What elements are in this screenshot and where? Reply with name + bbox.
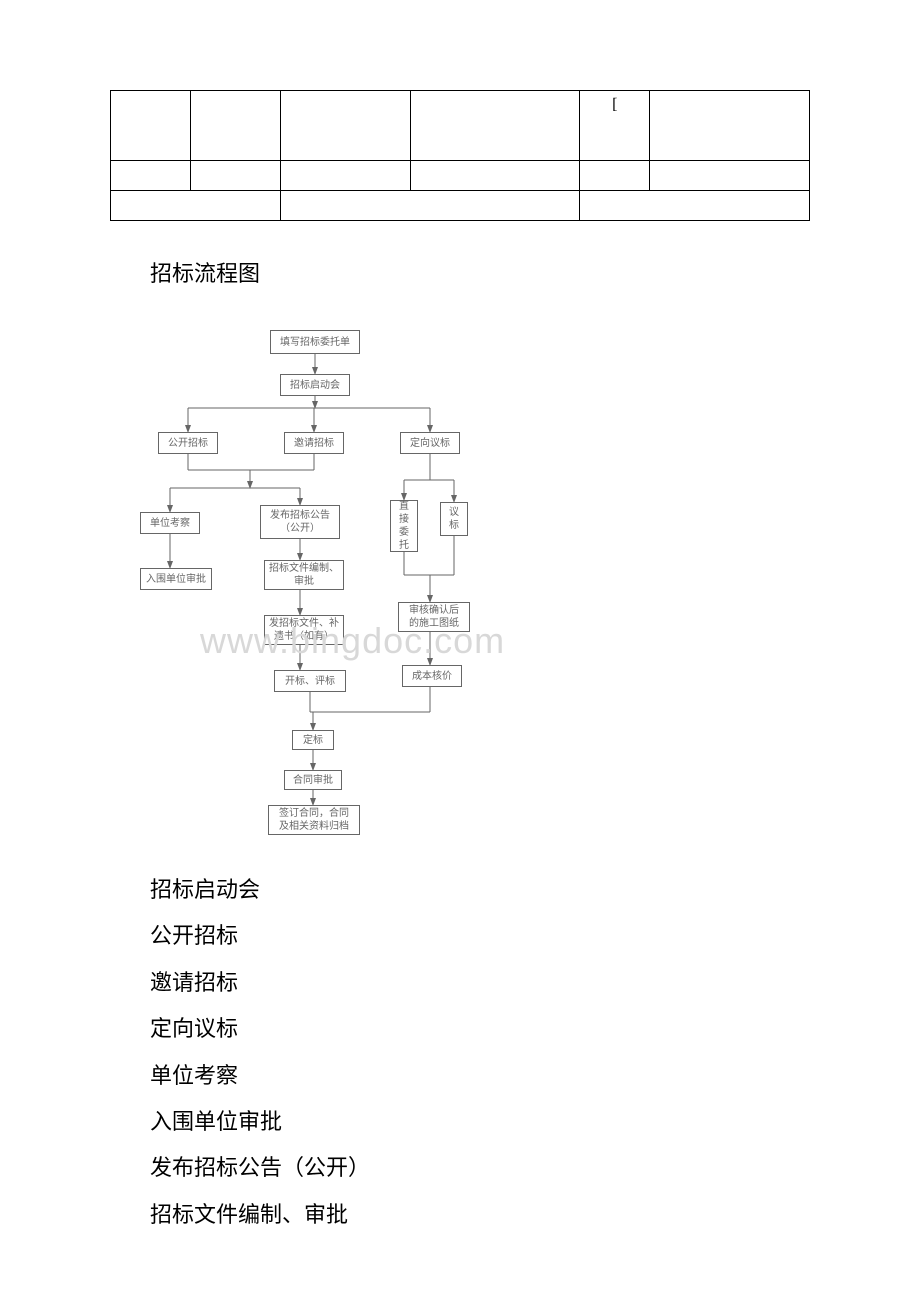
table-cell xyxy=(111,91,191,161)
flowchart-node: 邀请招标 xyxy=(284,432,344,454)
table-cell xyxy=(280,191,580,221)
table-cell xyxy=(580,161,650,191)
list-item: 单位考察 xyxy=(150,1063,370,1089)
flowchart-container: 填写招标委托单招标启动会公开招标 邀请招标 定向议标单位考察 发布招标公告 （公开） 直… xyxy=(140,330,620,870)
table-cell xyxy=(280,161,410,191)
list-item: 公开招标 xyxy=(150,923,370,949)
content-list: 招标启动会 公开招标 邀请招标 定向议标 单位考察 入围单位审批 发布招标公告（… xyxy=(150,877,370,1248)
table-cell-bracket: [ xyxy=(580,91,650,161)
table-cell xyxy=(580,191,810,221)
flowchart-lines xyxy=(140,330,620,870)
list-item: 定向议标 xyxy=(150,1016,370,1042)
table: [ xyxy=(110,90,810,221)
list-item: 招标文件编制、审批 xyxy=(150,1202,370,1228)
table-row: [ xyxy=(111,91,810,161)
section-heading: 招标流程图 xyxy=(150,256,260,288)
flowchart-node: 议 标 xyxy=(440,502,468,536)
list-item: 招标启动会 xyxy=(150,877,370,903)
flowchart-node: 单位考察 xyxy=(140,512,200,534)
table-row xyxy=(111,191,810,221)
list-item: 邀请招标 xyxy=(150,970,370,996)
table-cell xyxy=(650,161,810,191)
table-cell xyxy=(280,91,410,161)
flowchart-node: 定标 xyxy=(292,730,334,750)
flowchart-node: 填写招标委托单 xyxy=(270,330,360,354)
flowchart-node: 公开招标 xyxy=(158,432,218,454)
table-row xyxy=(111,161,810,191)
table-cell xyxy=(410,91,580,161)
flowchart-node: 发布招标公告 （公开） xyxy=(260,505,340,539)
header-table: [ xyxy=(110,90,810,221)
table-cell xyxy=(111,191,281,221)
list-item: 发布招标公告（公开） xyxy=(150,1155,370,1181)
flowchart-node: 审核确认后 的施工图纸 xyxy=(398,602,470,632)
table-cell xyxy=(410,161,580,191)
flowchart-node: 直 接 委 托 xyxy=(390,500,418,552)
flowchart-node: 合同审批 xyxy=(284,770,342,790)
flowchart-node: 招标启动会 xyxy=(280,374,350,396)
table-cell xyxy=(190,91,280,161)
flowchart-node: 发招标文件、补 遗书（如有） xyxy=(264,615,344,645)
table-cell xyxy=(190,161,280,191)
flowchart-node: 入围单位审批 xyxy=(140,568,212,590)
list-item: 入围单位审批 xyxy=(150,1109,370,1135)
flowchart-node: 招标文件编制、 审批 xyxy=(264,560,344,590)
flowchart-node: 开标、评标 xyxy=(274,670,346,692)
flowchart-node: 签订合同，合同 及相关资料归档 xyxy=(268,805,360,835)
flowchart-node: 成本核价 xyxy=(402,665,462,687)
table-cell xyxy=(111,161,191,191)
table-cell xyxy=(650,91,810,161)
flowchart-node: 定向议标 xyxy=(400,432,460,454)
